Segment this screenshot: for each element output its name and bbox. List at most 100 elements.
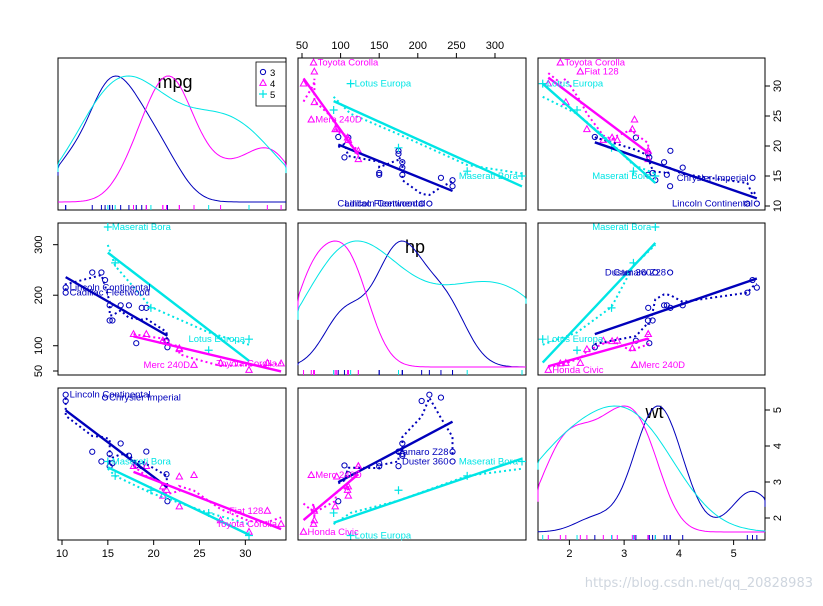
point-wt-vs-hp-5 <box>342 463 347 468</box>
tick-label-hp-3: 200 <box>409 40 427 52</box>
point-hp-vs-wt-10 <box>645 331 651 337</box>
tick-label-hp-1: 100 <box>331 40 349 52</box>
point-wt-vs-hp-14 <box>419 398 424 403</box>
point-mpg-vs-hp-16 <box>438 175 443 180</box>
density-hp-g4 <box>298 241 526 367</box>
point-wt-vs-hp-20 <box>336 499 341 504</box>
tick-label-mpg-y-4: 30 <box>772 80 784 92</box>
car-label-mpg-vs-hp-2: Cadillac Fleetwood <box>337 199 417 210</box>
point-wt-vs-hp-7 <box>308 472 314 478</box>
tick-label-mpg-y-1: 15 <box>772 170 784 182</box>
point-hp-vs-mpg-29 <box>147 304 155 312</box>
tick-label-hp-y-2: 200 <box>33 286 45 304</box>
tick-label-wt-2: 4 <box>676 548 682 560</box>
tick-label-wt-1: 3 <box>621 548 627 560</box>
density-wt-g5 <box>538 406 765 531</box>
car-label-wt-vs-hp-4: Honda Civic <box>308 527 359 538</box>
car-label-mpg-vs-wt-5: Toyota Corolla <box>564 58 625 69</box>
point-mpg-vs-wt-8 <box>629 126 635 132</box>
car-label-wt-vs-mpg-4: Lincoln Continental <box>70 390 151 401</box>
point-mpg-vs-hp-20 <box>336 134 341 139</box>
point-mpg-vs-hp-19 <box>310 59 316 65</box>
point-hp-vs-mpg-23 <box>90 270 95 275</box>
density-mpg-g4 <box>58 76 286 202</box>
point-mpg-vs-wt-24 <box>668 148 673 153</box>
point-wt-vs-hp-16 <box>438 395 443 400</box>
point-mpg-vs-wt-12 <box>661 160 666 165</box>
point-hp-vs-mpg-19 <box>278 360 284 366</box>
panel-frame-hp-mpg <box>58 223 286 375</box>
point-mpg-vs-hp-23 <box>450 184 455 189</box>
var-label-mpg: mpg <box>157 72 192 92</box>
point-mpg-vs-wt-31 <box>609 134 615 140</box>
car-label-hp-vs-wt-4: Honda Civic <box>552 365 603 376</box>
point-wt-vs-mpg-17 <box>264 507 270 513</box>
var-label-wt: wt <box>645 402 664 422</box>
tick-label-mpg-y-3: 25 <box>772 110 784 122</box>
point-wt-vs-mpg-15 <box>63 392 68 397</box>
car-label-mpg-vs-wt-0: Lincoln Continental <box>672 199 753 210</box>
point-wt-vs-hp-15 <box>427 392 432 397</box>
point-hp-vs-mpg-30 <box>104 223 112 231</box>
tick-label-wt-3: 5 <box>731 548 737 560</box>
point-wt-vs-mpg-24 <box>144 449 149 454</box>
car-label-hp-vs-mpg-5: Lincoln Continental <box>70 283 151 294</box>
car-label-mpg-vs-wt-2: Maserati Bora <box>592 171 652 182</box>
point-wt-vs-hp-29 <box>394 486 402 494</box>
point-wt-vs-mpg-2 <box>176 503 182 509</box>
car-label-wt-vs-hp-0: Maserati Bora <box>459 456 519 467</box>
point-mpg-vs-hp-27 <box>347 80 355 88</box>
tick-label-mpg-3: 25 <box>193 548 205 560</box>
point-hp-vs-mpg-14 <box>63 290 68 295</box>
point-hp-vs-wt-30 <box>651 223 659 231</box>
density-hp-g3 <box>298 241 526 367</box>
reg-line-mpg-vs-wt-g5 <box>543 84 656 183</box>
car-label-hp-vs-wt-5: Lotus Europa <box>547 334 604 345</box>
point-wt-vs-hp-4 <box>396 464 401 469</box>
density-mpg-g3 <box>58 76 286 202</box>
point-wt-vs-mpg-11 <box>118 441 123 446</box>
point-hp-vs-wt-18 <box>545 367 551 373</box>
point-hp-vs-wt-15 <box>754 285 759 290</box>
point-hp-vs-wt-4 <box>646 305 651 310</box>
point-mpg-vs-wt-15 <box>754 201 759 206</box>
legend-label-4: 4 <box>270 79 275 90</box>
point-wt-vs-mpg-20 <box>165 499 170 504</box>
density-wt-g3 <box>538 406 765 532</box>
point-hp-vs-wt-23 <box>668 270 673 275</box>
tick-label-wt-0: 2 <box>566 548 572 560</box>
tick-label-wt-y-0: 2 <box>772 515 784 521</box>
tick-label-hp-0: 50 <box>296 40 308 52</box>
point-hp-vs-mpg-12 <box>126 303 131 308</box>
point-mpg-vs-wt-17 <box>577 68 583 74</box>
point-wt-vs-mpg-8 <box>176 473 182 479</box>
point-hp-vs-mpg-7 <box>191 362 197 368</box>
point-mpg-vs-hp-7 <box>308 116 314 122</box>
var-label-hp: hp <box>405 237 425 257</box>
car-label-hp-vs-wt-1: Duster 360 <box>605 267 651 278</box>
point-mpg-vs-wt-16 <box>750 175 755 180</box>
car-label-hp-vs-wt-2: Maserati Bora <box>592 222 652 233</box>
point-mpg-vs-wt-19 <box>557 59 563 65</box>
car-label-mpg-vs-wt-3: Lotus Europa <box>547 79 604 90</box>
car-label-hp-vs-wt-3: Merc 240D <box>639 360 686 371</box>
legend-label-3: 3 <box>270 68 275 79</box>
point-mpg-vs-hp-15 <box>427 201 432 206</box>
car-label-mpg-vs-hp-0: Maserati Bora <box>459 171 519 182</box>
point-wt-vs-mpg-19 <box>278 521 284 527</box>
point-hp-vs-wt-27 <box>539 335 547 343</box>
car-label-mpg-vs-hp-5: Toyota Corolla <box>318 58 379 69</box>
point-wt-vs-hp-26 <box>330 509 338 517</box>
point-hp-vs-mpg-5 <box>134 341 139 346</box>
car-label-wt-vs-hp-2: Camaro Z28 <box>396 447 449 458</box>
watermark-url: https://blog.csdn.net/qq_20828983 <box>585 576 813 591</box>
legend-label-5: 5 <box>270 90 275 101</box>
point-hp-vs-mpg-6 <box>99 270 104 275</box>
point-hp-vs-wt-7 <box>631 362 637 368</box>
point-mpg-vs-hp-10 <box>355 156 361 162</box>
point-mpg-vs-hp-26 <box>330 106 338 114</box>
car-label-wt-vs-mpg-1: Fiat 128 <box>229 506 263 517</box>
point-wt-vs-hp-18 <box>300 528 306 534</box>
point-wt-vs-hp-6 <box>450 459 455 464</box>
point-mpg-vs-hp-5 <box>342 155 347 160</box>
